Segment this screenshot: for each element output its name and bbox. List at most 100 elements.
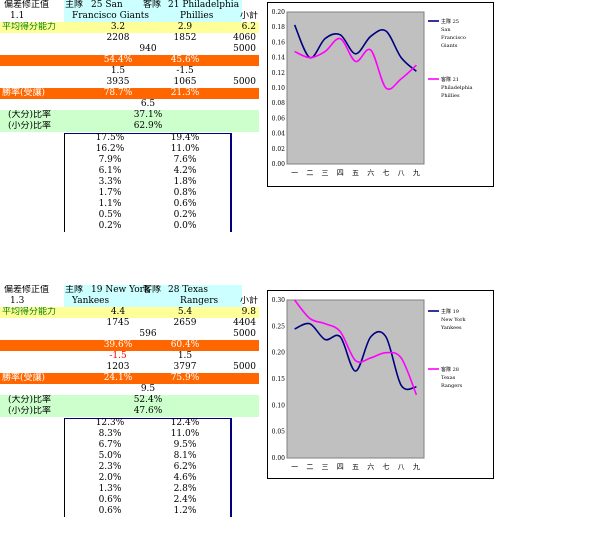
handicap-rate-row: 勝率(受讓) 78.7% 21.3% bbox=[0, 88, 259, 99]
over-row: (大分)比率 52.4% bbox=[0, 395, 259, 406]
games-won-home: 2208 bbox=[106, 33, 130, 43]
margin-box bbox=[64, 418, 232, 517]
chart-svg: 0.20 0.18 0.16 0.14 0.12 0.10 0.08 0.06 0.04 0.02… bbox=[272, 9, 491, 177]
y-tick-label: 0.20 bbox=[272, 350, 286, 357]
y-tick-label: 0.06 bbox=[272, 115, 286, 122]
scoring-total: 9.8 bbox=[241, 307, 256, 317]
x-tick-label: 六 bbox=[367, 462, 374, 471]
header-blue-band bbox=[64, 0, 242, 22]
handicap-wins-row: 勝場(受讓) 3935 1065 5000 bbox=[0, 77, 259, 88]
x-tick-label: 六 bbox=[367, 168, 374, 177]
over-under-value: 9.5 bbox=[140, 384, 156, 394]
scoring-label: 平均得分能力 bbox=[2, 307, 57, 317]
handicap-wins-label: 勝場(受讓) bbox=[0, 77, 16, 88]
margin-row: 7分差 1.3% 2.8% bbox=[0, 484, 259, 495]
margin-label: 1分差 bbox=[0, 418, 16, 429]
x-tick-label: 一 bbox=[291, 463, 298, 471]
margin-away: 0.2% bbox=[173, 210, 197, 220]
y-tick-label: 0.10 bbox=[272, 85, 286, 92]
winrate-label: 勝率 bbox=[0, 340, 16, 351]
winrate-away: 60.4% bbox=[170, 340, 200, 350]
legend-label: 主隊 25 bbox=[441, 18, 459, 25]
y-tick-label: 0.15 bbox=[272, 376, 286, 383]
x-tick-label: 三 bbox=[322, 463, 329, 471]
handicap-wins-home: 3935 bbox=[106, 77, 130, 87]
scoring-home: 4.4 bbox=[110, 307, 126, 317]
margin-away: 7.6% bbox=[173, 155, 197, 165]
handicap-away: -1.5 bbox=[176, 66, 194, 76]
margin-box bbox=[64, 133, 232, 232]
margin-label: 8分差 bbox=[0, 210, 16, 221]
ties-label: 合場 bbox=[0, 44, 16, 55]
legend-label: 主隊 19 bbox=[441, 308, 459, 315]
margin-row: 3分差 6.7% 9.5% bbox=[0, 440, 259, 451]
total-label: 小計 bbox=[239, 11, 258, 21]
home-prefix: 主隊 bbox=[65, 0, 84, 10]
away-name-line2: Rangers bbox=[180, 296, 219, 306]
over-value: 52.4% bbox=[133, 395, 163, 405]
x-tick-label: 一 bbox=[291, 169, 298, 177]
over-under-value: 6.5 bbox=[140, 99, 156, 109]
margin-away: 1.8% bbox=[173, 177, 197, 187]
margin-row: 2分差 16.2% 11.0% bbox=[0, 144, 259, 155]
over-label: (大分)比率 bbox=[8, 395, 52, 405]
scoring-away: 5.4 bbox=[177, 307, 193, 317]
margin-label: 4分差 bbox=[0, 166, 16, 177]
margin-label: 8分差 bbox=[0, 495, 16, 506]
x-tick-label: 九 bbox=[413, 168, 420, 177]
winrate-home: 39.6% bbox=[103, 340, 133, 350]
games-won-home: 1745 bbox=[106, 318, 130, 328]
margin-row: 8分差 0.6% 2.4% bbox=[0, 495, 259, 506]
plot-area bbox=[286, 299, 425, 459]
header-row: 偏差修正值 1.1 主隊 25 San Francisco Giants 客隊 21 Phi… bbox=[0, 0, 259, 22]
margin-away: 4.2% bbox=[173, 166, 197, 176]
handicap-rate-home: 78.7% bbox=[103, 88, 133, 98]
handicap-rate-home: 24.1% bbox=[103, 373, 133, 383]
winrate-row: 勝率 54.4% 45.6% bbox=[0, 55, 259, 66]
legend-label: 客隊 28 bbox=[441, 366, 459, 373]
x-tick-label: 二 bbox=[306, 463, 313, 471]
handicap-rate-label: 勝率(受讓) bbox=[2, 88, 46, 98]
margin-home: 7.9% bbox=[98, 155, 122, 165]
x-tick-label: 二 bbox=[306, 169, 313, 177]
margin-row: 2分差 8.3% 11.0% bbox=[0, 429, 259, 440]
margin-row: 4分差 6.1% 4.2% bbox=[0, 166, 259, 177]
margin-row: 9分差 0.2% 0.0% bbox=[0, 221, 259, 232]
away-name-line2: Phillies bbox=[180, 11, 214, 21]
header-blue-band bbox=[64, 285, 242, 307]
margin-label: 6分差 bbox=[0, 188, 16, 199]
legend-label: 客隊 21 bbox=[441, 76, 459, 83]
games-won-row: 勝場 2208 1852 4060 bbox=[0, 33, 259, 44]
handicap-wins-label: 勝場(受讓) bbox=[0, 362, 16, 373]
y-tick-label: 0.30 bbox=[272, 297, 286, 304]
header-factor: 1.3 bbox=[10, 296, 25, 306]
header-factor: 1.1 bbox=[10, 11, 25, 21]
line-chart: 0.20 0.18 0.16 0.14 0.12 0.10 0.08 0.06 0.04 0.02… bbox=[267, 2, 494, 187]
away-name-line1: 21 Philadelphia bbox=[168, 0, 240, 10]
scoring-away: 2.9 bbox=[177, 22, 193, 32]
margin-home: 0.6% bbox=[98, 506, 122, 516]
under-row: (小分)比率 62.9% bbox=[0, 121, 259, 132]
under-row: (小分)比率 47.6% bbox=[0, 406, 259, 417]
legend bbox=[427, 15, 491, 103]
game-block-1: 偏差修正值 1.1 主隊 25 San Francisco Giants 客隊 21 Phi… bbox=[0, 0, 600, 266]
margin-label: 3分差 bbox=[0, 440, 16, 451]
y-tick-label: 0.25 bbox=[272, 323, 286, 330]
total-label: 小計 bbox=[239, 296, 258, 306]
handicap-rate-row: 勝率(受讓) 24.1% 75.9% bbox=[0, 373, 259, 384]
margin-away: 9.5% bbox=[173, 440, 197, 450]
handicap-home: 1.5 bbox=[110, 66, 126, 76]
margin-label: 2分差 bbox=[0, 429, 16, 440]
handicap-wins-row: 勝場(受讓) 1203 3797 5000 bbox=[0, 362, 259, 373]
ties-label: 合場 bbox=[0, 329, 16, 340]
handicap-wins-total: 5000 bbox=[233, 77, 256, 87]
x-tick-label: 七 bbox=[382, 168, 389, 177]
y-tick-label: 0.18 bbox=[272, 24, 286, 31]
margin-home: 0.5% bbox=[98, 210, 122, 220]
games-won-total: 4404 bbox=[233, 318, 256, 328]
chart-svg: 0.30 0.25 0.20 0.15 0.10 0.05 0.00 一二 三四五六七 八九 主隊 … bbox=[272, 297, 491, 471]
margin-home: 1.3% bbox=[98, 484, 122, 494]
over-under-row: 大小分 6.5 bbox=[0, 99, 259, 110]
margin-label: 9分差 bbox=[0, 221, 16, 232]
margin-label: 5分差 bbox=[0, 177, 16, 188]
